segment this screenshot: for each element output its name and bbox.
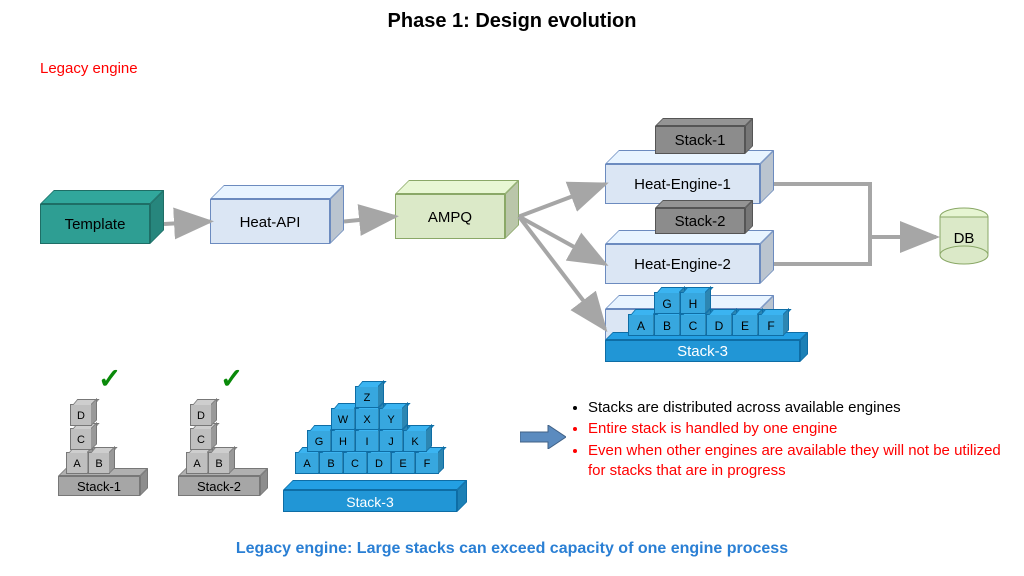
flow-box-label: Heat-Engine-2 bbox=[605, 244, 760, 284]
stack3-cube: E bbox=[732, 314, 758, 336]
flow-box-label: Heat-Engine-1 bbox=[605, 164, 760, 204]
flow-box-label: Stack-2 bbox=[178, 476, 260, 496]
flow-box-label: Stack-3 bbox=[283, 490, 457, 512]
bullet-item: Even when other engines are available th… bbox=[588, 441, 1018, 482]
stack-cube: Z bbox=[355, 386, 379, 408]
stack-cube: H bbox=[331, 430, 355, 452]
stack-cube: A bbox=[66, 452, 88, 474]
flow-box: Heat-Engine-2 bbox=[605, 230, 774, 284]
stack3-cube: D bbox=[706, 314, 732, 336]
flow-box-label: Stack-3 bbox=[605, 340, 800, 362]
flow-box: Heat-Engine-1 bbox=[605, 150, 774, 204]
database-cylinder: DB bbox=[938, 207, 990, 272]
stack-cube: B bbox=[319, 452, 343, 474]
stack-cube: A bbox=[295, 452, 319, 474]
stack-cube: B bbox=[208, 452, 230, 474]
stack3-cube: C bbox=[680, 314, 706, 336]
flow-box: Stack-1 bbox=[655, 118, 753, 154]
footer-text: Legacy engine: Large stacks can exceed c… bbox=[0, 540, 1024, 558]
stack3-cube: G bbox=[654, 292, 680, 314]
page-title: Phase 1: Design evolution bbox=[0, 10, 1024, 33]
legacy-engine-label: Legacy engine bbox=[40, 60, 138, 77]
stack-cube: K bbox=[403, 430, 427, 452]
stack-cube: D bbox=[70, 404, 92, 426]
stack-cube: D bbox=[190, 404, 212, 426]
flow-box: Template bbox=[40, 190, 164, 244]
flow-box: Stack-3 bbox=[605, 332, 808, 362]
stack-cube: I bbox=[355, 430, 379, 452]
stack-cube: Y bbox=[379, 408, 403, 430]
flow-box-label: Heat-API bbox=[210, 199, 330, 244]
flow-box: AMPQ bbox=[395, 180, 519, 239]
flow-box-label: Stack-1 bbox=[655, 126, 745, 154]
stack-cube: C bbox=[70, 428, 92, 450]
flow-box-label: Template bbox=[40, 204, 150, 244]
flow-box: Heat-API bbox=[210, 185, 344, 244]
stack-cube: D bbox=[367, 452, 391, 474]
flow-box-label: AMPQ bbox=[395, 194, 505, 239]
flow-arrows bbox=[0, 0, 1024, 576]
stack-cube: C bbox=[190, 428, 212, 450]
stack-cube: W bbox=[331, 408, 355, 430]
stack-cube: J bbox=[379, 430, 403, 452]
stack-cube: E bbox=[391, 452, 415, 474]
stack-cube: X bbox=[355, 408, 379, 430]
stack3-cube: F bbox=[758, 314, 784, 336]
flow-box-label: Stack-1 bbox=[58, 476, 140, 496]
notes-bullet-list: Stacks are distributed across available … bbox=[570, 398, 1018, 482]
stack-cube: G bbox=[307, 430, 331, 452]
checkmark-icon: ✓ bbox=[98, 362, 121, 395]
stack3-cube: A bbox=[628, 314, 654, 336]
stack-cube: A bbox=[186, 452, 208, 474]
flow-box: Stack-2 bbox=[655, 200, 753, 234]
checkmark-icon: ✓ bbox=[220, 362, 243, 395]
stack3-cube: B bbox=[654, 314, 680, 336]
flow-box-label: Stack-2 bbox=[655, 208, 745, 234]
stack3-cube: H bbox=[680, 292, 706, 314]
stack-cube: B bbox=[88, 452, 110, 474]
stack-base: Stack-3 bbox=[283, 480, 467, 512]
bullet-item: Entire stack is handled by one engine bbox=[588, 419, 1018, 439]
big-arrow-icon bbox=[520, 425, 566, 454]
bullet-item: Stacks are distributed across available … bbox=[588, 398, 1018, 418]
stack-cube: C bbox=[343, 452, 367, 474]
stack-cube: F bbox=[415, 452, 439, 474]
svg-text:DB: DB bbox=[954, 230, 975, 247]
